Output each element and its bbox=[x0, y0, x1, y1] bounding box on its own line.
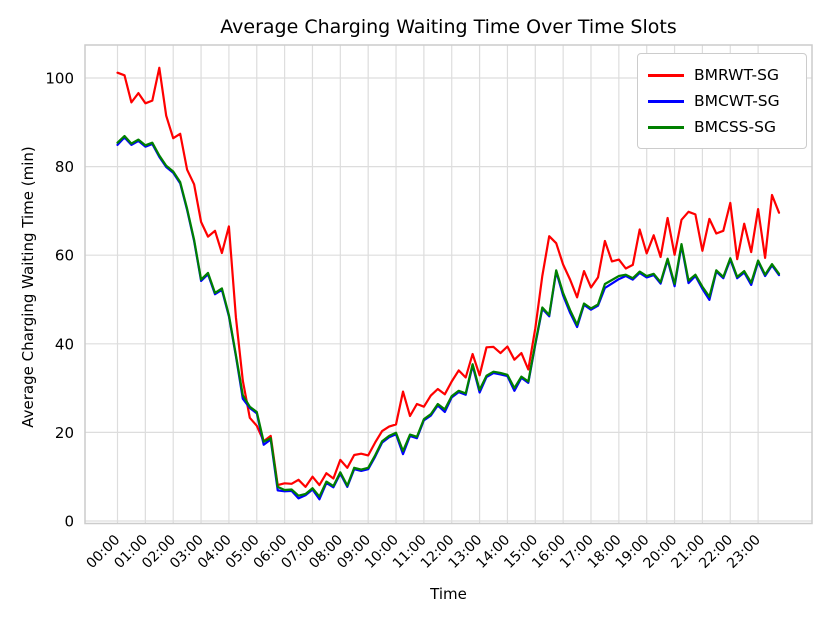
legend-line-blue bbox=[648, 99, 684, 103]
y-axis-label: Average Charging Waiting Time (min) bbox=[19, 146, 37, 428]
y-tick-label: 80 bbox=[55, 158, 74, 176]
legend-line-green bbox=[648, 125, 684, 129]
legend-line-red bbox=[648, 73, 684, 77]
y-tick-label: 100 bbox=[45, 70, 74, 88]
chart-title: Average Charging Waiting Time Over Time … bbox=[220, 16, 677, 38]
plot-frame bbox=[84, 44, 813, 525]
y-tick-label: 20 bbox=[55, 424, 74, 442]
legend-label: BMCWT-SG bbox=[694, 92, 780, 110]
y-tick-label: 40 bbox=[55, 335, 74, 353]
legend-item-bmcss: BMCSS-SG bbox=[648, 114, 796, 140]
legend-item-bmcwt: BMCWT-SG bbox=[648, 88, 796, 114]
legend-label: BMRWT-SG bbox=[694, 66, 779, 84]
legend-item-bmrwt: BMRWT-SG bbox=[648, 62, 796, 88]
x-axis-label: Time bbox=[430, 585, 467, 603]
y-tick-label: 60 bbox=[55, 247, 74, 265]
series-line-bmcwt-sg bbox=[116, 136, 781, 501]
legend-label: BMCSS-SG bbox=[694, 118, 776, 136]
y-tick-label: 0 bbox=[64, 513, 74, 531]
series-line-bmrwt-sg bbox=[116, 66, 781, 488]
legend: BMRWT-SG BMCWT-SG BMCSS-SG bbox=[637, 53, 807, 149]
series-line-bmcss-sg bbox=[116, 134, 781, 498]
